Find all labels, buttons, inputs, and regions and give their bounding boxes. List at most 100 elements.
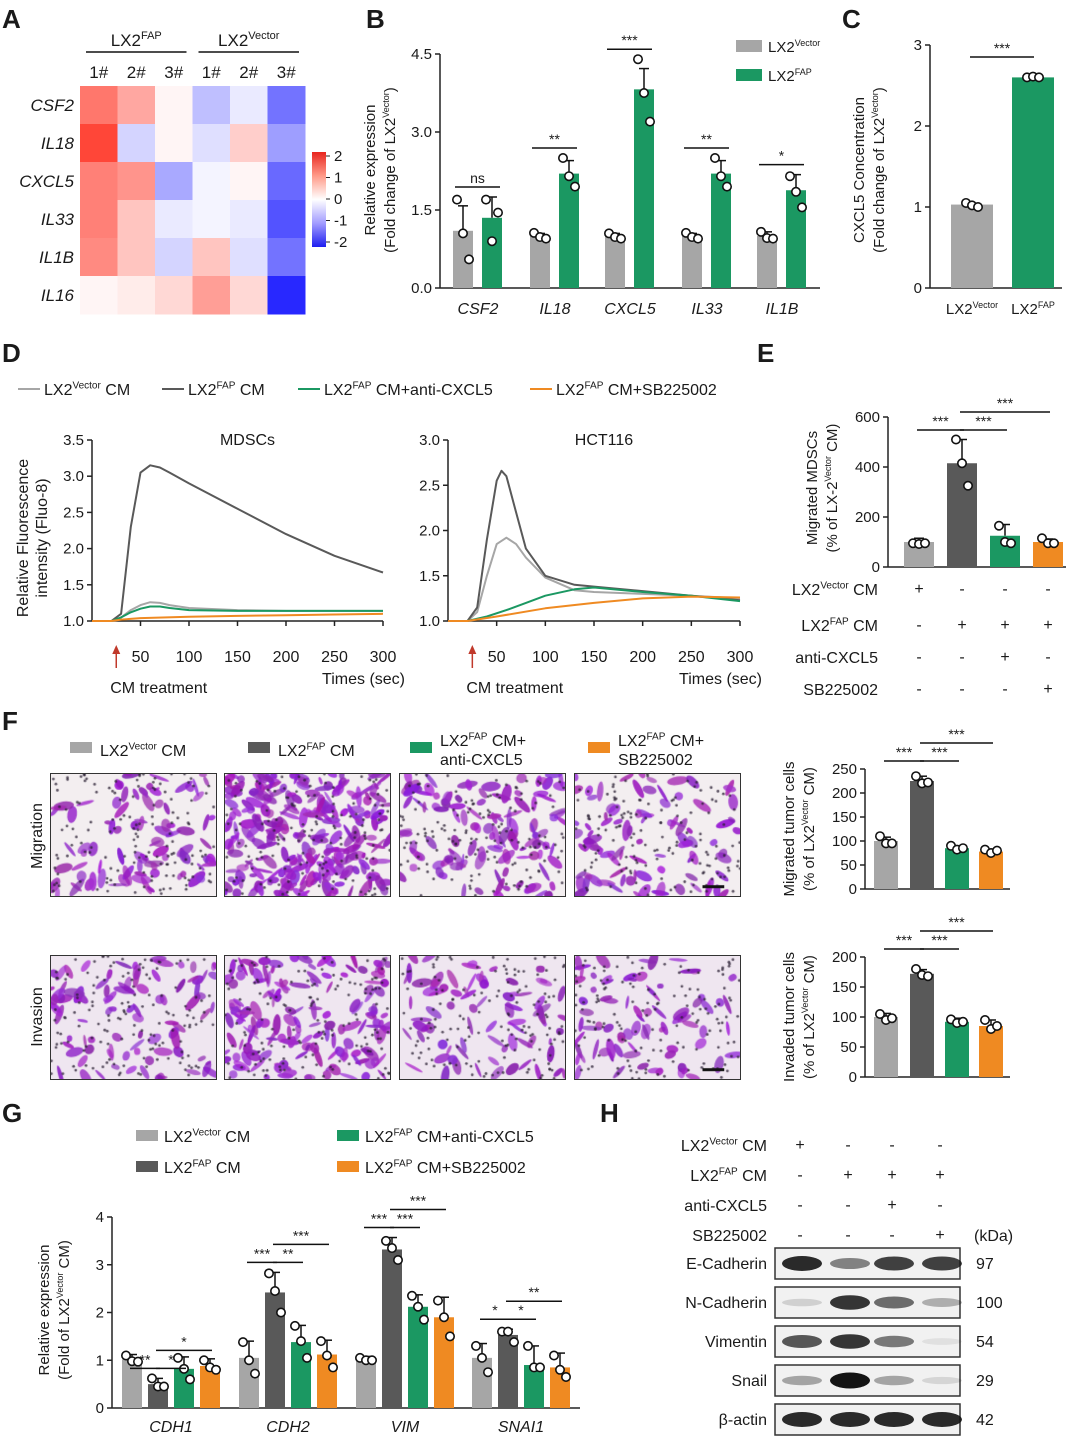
condition-mark: - [845,1197,850,1214]
y-tick-label: 2 [96,1305,104,1322]
heatmap-cell [192,276,231,315]
condition-mark: - [959,649,964,666]
micrograph-panel: LX2Vector CM LX2FAP CM LX2FAP CM+ anti-CXCL… [29,732,704,1047]
data-point [238,1337,249,1348]
y-axis-title: Migrated MDSCs (% of LX-2Vector CM) [804,424,841,553]
data-point [327,1362,338,1373]
data-point [289,1320,300,1331]
data-point [250,1368,261,1379]
heatmap-cell [117,162,156,201]
y-axis-title-line2: (Fold change of LX2Vector) [870,87,888,253]
legend-label: LX2FAP CM+ [618,732,704,750]
y-axis-title-line1: CXCL5 Concentration [851,97,868,243]
condition-mark: - [959,581,964,598]
data-point [321,1350,332,1361]
condition-mark: + [843,1167,852,1184]
blot-band [874,1335,914,1348]
data-point [438,1312,449,1323]
y-tick-label: 4 [96,1209,104,1226]
blot-band [830,1258,870,1269]
data-point [199,1355,210,1366]
heatmap-cell [192,238,231,277]
data-point [432,1295,443,1306]
x-tick-label: CDH1 [149,1419,193,1436]
data-point [563,171,574,182]
micrograph-image [224,955,391,1080]
data-point [133,1356,144,1367]
data-point [554,1364,565,1375]
y-tick-label: 0 [914,280,922,297]
micrograph-canvas [225,956,390,1079]
x-tick-label: 300 [727,649,754,666]
data-point [451,194,462,205]
significance-label: * [181,1333,187,1349]
bar [291,1342,311,1408]
blot-band [830,1334,870,1349]
blot-kda-label: 54 [976,1334,994,1351]
y-tick-label: 3.0 [63,468,84,485]
condition-mark: + [887,1167,896,1184]
data-point [721,181,732,192]
significance-label: *** [994,40,1011,56]
data-point [910,771,921,782]
panel-letter-h: H [600,1098,619,1128]
blot-band [782,1256,822,1271]
data-point [147,1373,158,1384]
bar [200,1365,220,1408]
blot-band [922,1256,962,1271]
column-label: 3# [277,63,296,82]
x-tick-label: 100 [532,649,559,666]
data-point [910,963,921,974]
x-tick-label: 50 [132,649,150,666]
legend-label: LX2FAP CM [278,742,355,760]
bar [122,1359,142,1408]
data-point [632,54,643,65]
significance-label: *** [371,1211,388,1227]
data-point [560,1371,571,1382]
heatmap-cell [230,124,268,163]
bar [947,463,977,567]
y-tick-label: 0 [849,1069,857,1086]
data-point [638,88,649,99]
condition-mark: - [845,1227,850,1244]
blot-band [782,1412,822,1427]
data-point [874,831,885,842]
x-tick-label: 250 [678,649,705,666]
bar [711,173,731,288]
series-line [92,612,384,622]
annotation-label: CM treatment [110,680,207,697]
condition-row-label: LX2FAP CM [690,1167,767,1185]
y-axis-title: Relative expression (Fold of LX2Vector CM… [36,1240,73,1380]
heatmap-cell [155,86,193,125]
heatmap-cell [230,276,268,315]
y-axis-title-line1: Relative expression [36,1245,53,1376]
heatmap-cell [117,238,156,277]
micrograph-canvas [400,956,565,1079]
data-point [301,1352,312,1363]
condition-mark: - [1045,649,1050,666]
row-label: IL1B [39,248,74,267]
heatmap-cell [192,200,231,239]
significance-label: ** [283,1245,294,1261]
data-point [709,153,720,164]
legend-swatch [337,1130,359,1141]
data-point [412,1301,423,1312]
y-axis-title-line2: (% of LX2Vector CM) [800,767,818,891]
condition-mark: - [845,1137,850,1154]
heatmap-cell [155,162,193,201]
panel-letter-c: C [842,4,861,34]
x-tick-label: 300 [370,649,397,666]
series-line [448,536,741,622]
significance-label: *** [896,744,913,760]
group-label: LX2Vector [218,30,280,50]
heatmap-cell [80,124,118,163]
y-tick-label: 4.5 [411,46,432,63]
legend-label: LX2Vector CM [100,742,186,760]
x-tick-label: 100 [176,649,203,666]
y-tick-label: 400 [855,459,880,476]
legend-swatch [136,1130,158,1141]
legend-label: LX2Vector CM [44,381,130,399]
panel-letter-f: F [2,706,18,736]
y-tick-label: 1.5 [63,577,84,594]
condition-row-label: LX2Vector CM [792,581,878,599]
